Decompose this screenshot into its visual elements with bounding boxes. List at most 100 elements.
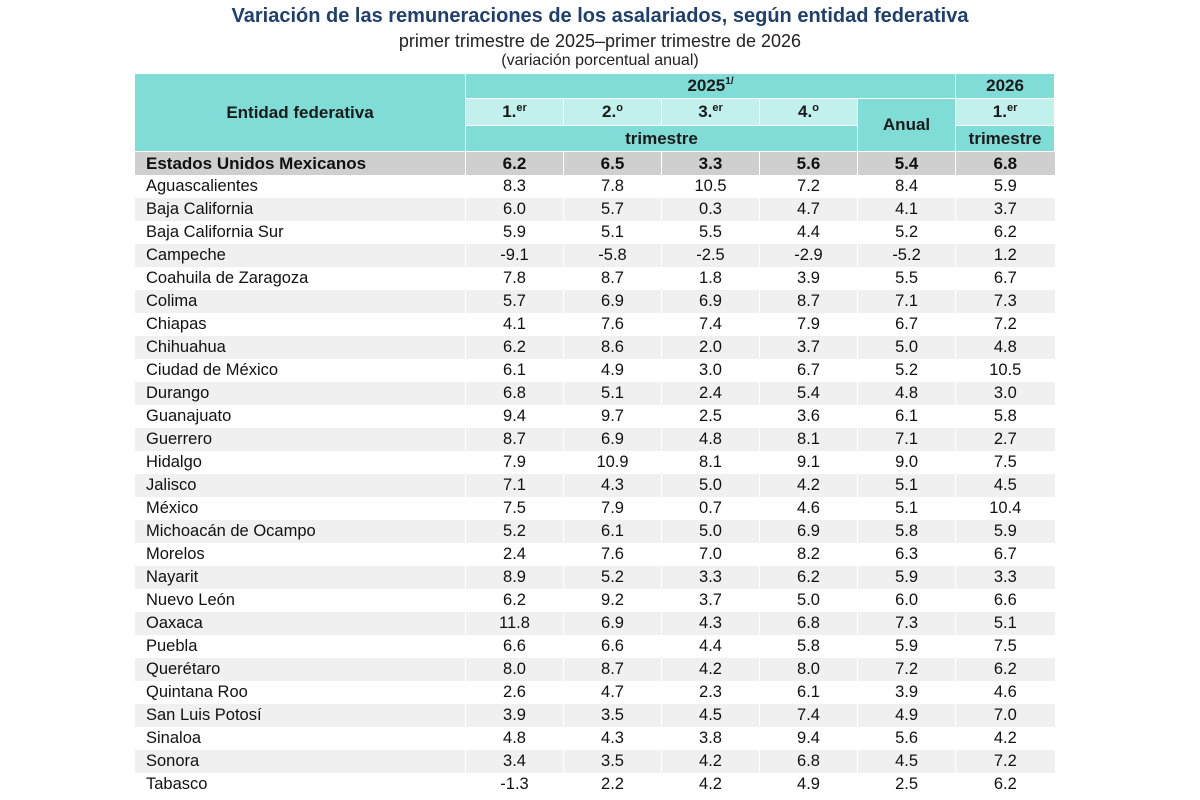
value-cell: 6.2 [465, 151, 564, 175]
value-cell: 4.5 [661, 704, 760, 727]
value-cell: 11.8 [465, 612, 564, 635]
value-cell: 7.0 [661, 543, 760, 566]
value-cell: 6.9 [563, 290, 662, 313]
row-name: Michoacán de Ocampo [134, 520, 466, 543]
value-cell: 5.2 [465, 520, 564, 543]
value-cell: 4.2 [955, 727, 1055, 750]
value-cell: 4.6 [759, 497, 858, 520]
value-cell: 8.1 [661, 451, 760, 474]
value-cell: 4.6 [955, 681, 1055, 704]
value-cell: 6.1 [563, 520, 662, 543]
value-cell: 5.2 [856, 359, 956, 382]
table-row: Sonora 3.4 3.5 4.2 6.8 4.5 7.2 [134, 750, 1055, 773]
value-cell: 6.2 [955, 221, 1055, 244]
value-cell: 6.1 [465, 359, 564, 382]
table-row: Guerrero 8.7 6.9 4.8 8.1 7.1 2.7 [134, 428, 1055, 451]
table-row: Durango 6.8 5.1 2.4 5.4 4.8 3.0 [134, 382, 1055, 405]
value-cell: 9.4 [465, 405, 564, 428]
row-name: Baja California [134, 198, 466, 221]
q4-header: 4.o [759, 98, 858, 126]
row-name: Campeche [134, 244, 466, 267]
value-cell: 9.7 [563, 405, 662, 428]
value-cell: 1.8 [661, 267, 760, 290]
value-cell: 5.5 [856, 267, 956, 290]
table-row: Sinaloa 4.8 4.3 3.8 9.4 5.6 4.2 [134, 727, 1055, 750]
q1-2026-header: 1.er [955, 98, 1056, 126]
value-cell: 5.6 [759, 151, 858, 175]
value-cell: 3.3 [661, 151, 760, 175]
value-cell: 2.4 [661, 382, 760, 405]
value-cell: 6.0 [856, 589, 956, 612]
trimestre-2026-label: trimestre [955, 125, 1056, 152]
value-cell: 7.1 [856, 428, 956, 451]
value-cell: 6.6 [465, 635, 564, 658]
value-cell: 6.6 [563, 635, 662, 658]
value-cell: 4.5 [955, 474, 1055, 497]
value-cell: 5.4 [856, 151, 956, 175]
value-cell: 8.1 [759, 428, 858, 451]
value-cell: 8.0 [759, 658, 858, 681]
value-cell: 8.7 [563, 267, 662, 290]
value-cell: -5.2 [856, 244, 956, 267]
row-name: Hidalgo [134, 451, 466, 474]
value-cell: 4.1 [856, 198, 956, 221]
value-cell: 6.0 [465, 198, 564, 221]
value-cell: 0.7 [661, 497, 760, 520]
table-row: Oaxaca 11.8 6.9 4.3 6.8 7.3 5.1 [134, 612, 1055, 635]
value-cell: 5.8 [856, 520, 956, 543]
page-title: Variación de las remuneraciones de los a… [231, 5, 969, 27]
row-name: Guerrero [134, 428, 466, 451]
value-cell: 4.4 [759, 221, 858, 244]
value-cell: 7.5 [465, 497, 564, 520]
value-cell: 5.1 [955, 612, 1055, 635]
value-cell: 4.3 [563, 474, 662, 497]
value-cell: 6.1 [856, 405, 956, 428]
row-name: Puebla [134, 635, 466, 658]
value-cell: 3.6 [759, 405, 858, 428]
value-cell: 8.7 [465, 428, 564, 451]
value-cell: 5.9 [856, 566, 956, 589]
value-cell: 3.5 [563, 704, 662, 727]
value-cell: 3.9 [856, 681, 956, 704]
table-row: Coahuila de Zaragoza 7.8 8.7 1.8 3.9 5.5 6.7 [134, 267, 1055, 290]
value-cell: 7.4 [661, 313, 760, 336]
value-cell: -2.5 [661, 244, 760, 267]
row-name: Coahuila de Zaragoza [134, 267, 466, 290]
value-cell: 2.7 [955, 428, 1055, 451]
value-cell: 4.1 [465, 313, 564, 336]
row-name: Chihuahua [134, 336, 466, 359]
national-total-row: Estados Unidos Mexicanos 6.2 6.5 3.3 5.6… [134, 151, 1055, 175]
value-cell: -5.8 [563, 244, 662, 267]
value-cell: 9.1 [759, 451, 858, 474]
value-cell: 8.3 [465, 175, 564, 198]
row-name: Durango [134, 382, 466, 405]
value-cell: 9.0 [856, 451, 956, 474]
table-row: Chiapas 4.1 7.6 7.4 7.9 6.7 7.2 [134, 313, 1055, 336]
value-cell: 8.6 [563, 336, 662, 359]
value-cell: 6.8 [759, 750, 858, 773]
value-cell: 10.9 [563, 451, 662, 474]
table-row: Campeche -9.1 -5.8 -2.5 -2.9 -5.2 1.2 [134, 244, 1055, 267]
table-row: Ciudad de México 6.1 4.9 3.0 6.7 5.2 10.5 [134, 359, 1055, 382]
value-cell: 6.7 [955, 543, 1055, 566]
value-cell: 4.2 [661, 773, 760, 796]
table-row: México 7.5 7.9 0.7 4.6 5.1 10.4 [134, 497, 1055, 520]
value-cell: 3.7 [955, 198, 1055, 221]
value-cell: 6.9 [661, 290, 760, 313]
value-cell: 4.9 [856, 704, 956, 727]
table-row: Nayarit 8.9 5.2 3.3 6.2 5.9 3.3 [134, 566, 1055, 589]
row-name: Aguascalientes [134, 175, 466, 198]
value-cell: 8.7 [563, 658, 662, 681]
value-cell: 5.8 [955, 405, 1055, 428]
value-cell: 2.0 [661, 336, 760, 359]
value-cell: 6.6 [955, 589, 1055, 612]
table-row: Baja California Sur 5.9 5.1 5.5 4.4 5.2 6.2 [134, 221, 1055, 244]
value-cell: 7.8 [465, 267, 564, 290]
value-cell: 5.0 [661, 520, 760, 543]
row-name: Chiapas [134, 313, 466, 336]
value-cell: 6.1 [759, 681, 858, 704]
value-cell: 7.2 [955, 313, 1055, 336]
value-cell: 4.8 [856, 382, 956, 405]
table-row: Morelos 2.4 7.6 7.0 8.2 6.3 6.7 [134, 543, 1055, 566]
